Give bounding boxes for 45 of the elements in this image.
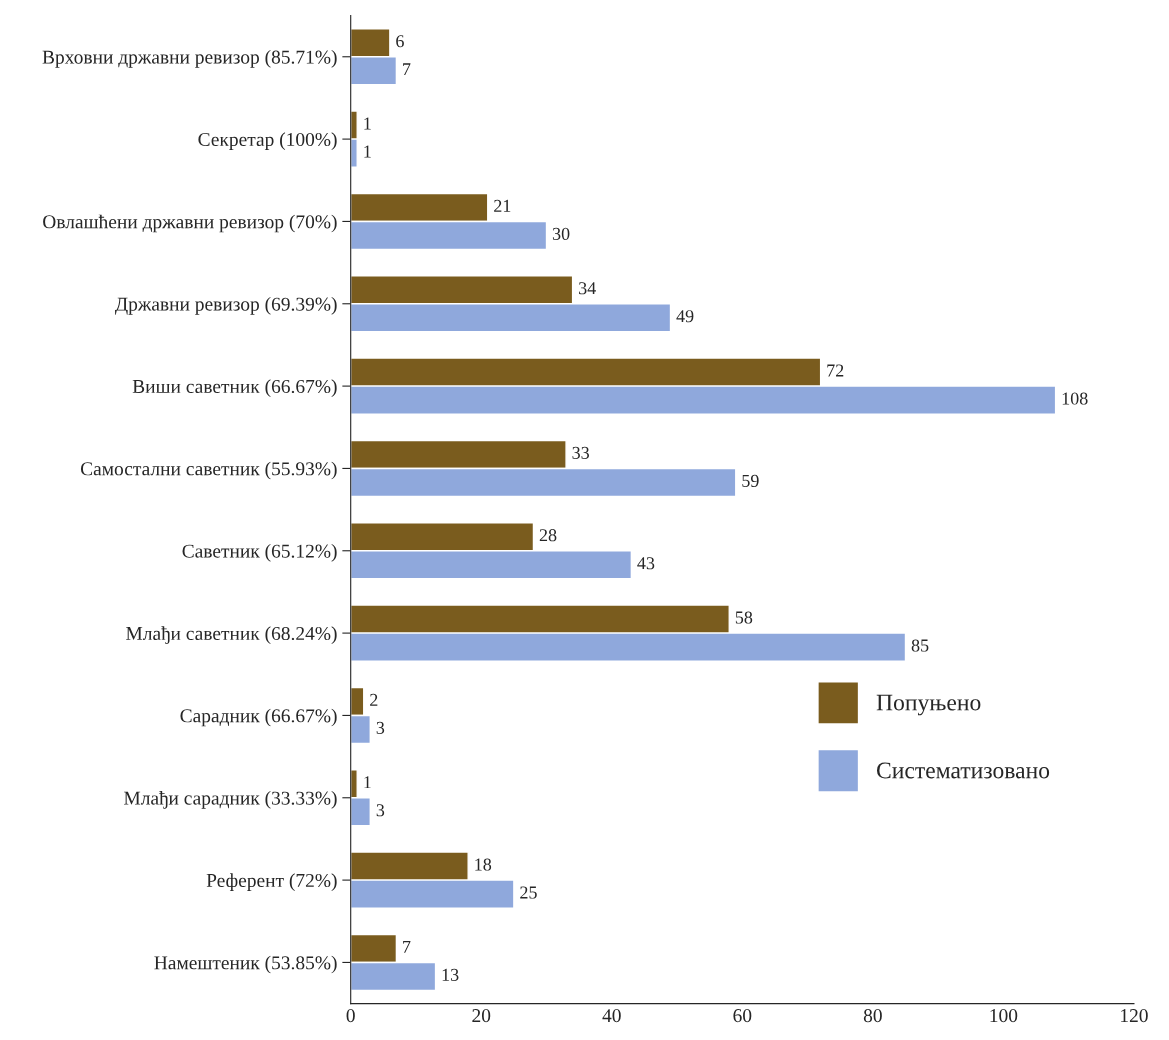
y-tick-label: Виши саветник (66.67%) xyxy=(132,379,337,397)
legend-label: Попуњено xyxy=(876,694,981,716)
y-tick-label: Сарадник (66.67%) xyxy=(180,708,337,727)
data-label: 72 xyxy=(827,364,844,377)
data-label: 6 xyxy=(396,35,404,48)
x-tick-label: 40 xyxy=(602,1009,621,1023)
y-tick-label: Млађи сарадник (33.33%) xyxy=(124,791,337,809)
data-label: 18 xyxy=(475,858,492,871)
x-tick-label: 100 xyxy=(990,1009,1018,1023)
legend-label: Систематизовано xyxy=(876,762,1050,779)
x-tick-label: 0 xyxy=(346,1009,355,1023)
data-label: 34 xyxy=(579,282,596,295)
data-label: 33 xyxy=(572,446,589,459)
data-label: 7 xyxy=(403,940,411,953)
y-tick-label: Намештеник (53.85%) xyxy=(154,955,337,974)
data-label: 2 xyxy=(370,693,378,706)
x-tick-label: 20 xyxy=(472,1009,491,1023)
data-label: 1 xyxy=(364,145,371,158)
data-label: 13 xyxy=(442,968,459,981)
data-label: 108 xyxy=(1062,392,1088,405)
data-label: 1 xyxy=(364,117,371,130)
data-label: 21 xyxy=(494,199,511,212)
x-tick-label: 60 xyxy=(733,1009,752,1023)
data-label: 25 xyxy=(520,886,537,899)
data-label: 43 xyxy=(637,557,655,570)
y-tick-label: Самостални саветник (55.93%) xyxy=(80,461,337,480)
data-label: 3 xyxy=(376,721,385,734)
y-tick-label: Саветник (65.12%) xyxy=(182,544,337,562)
x-tick-label: 120 xyxy=(1121,1009,1148,1023)
data-label: 59 xyxy=(742,474,759,487)
data-label: 7 xyxy=(403,63,411,76)
y-tick-label: Млађи саветник (68.24%) xyxy=(126,626,337,644)
data-label: 28 xyxy=(539,529,557,542)
y-tick-label: Овлашћени државни ревизор (70%) xyxy=(43,214,337,233)
data-label: 3 xyxy=(376,804,385,817)
data-label: 30 xyxy=(552,227,570,240)
data-label: 85 xyxy=(911,639,929,652)
y-tick-label: Секретар (100%) xyxy=(198,132,337,150)
y-tick-label: Референт (72%) xyxy=(206,873,337,891)
y-tick-label: Државни ревизор (69.39%) xyxy=(115,297,337,315)
data-label: 1 xyxy=(364,776,371,789)
data-label: 58 xyxy=(735,611,753,624)
data-label: 49 xyxy=(676,310,694,323)
y-tick-label: Врховни државни ревизор (85.71%) xyxy=(42,50,337,68)
x-tick-label: 80 xyxy=(863,1009,882,1023)
